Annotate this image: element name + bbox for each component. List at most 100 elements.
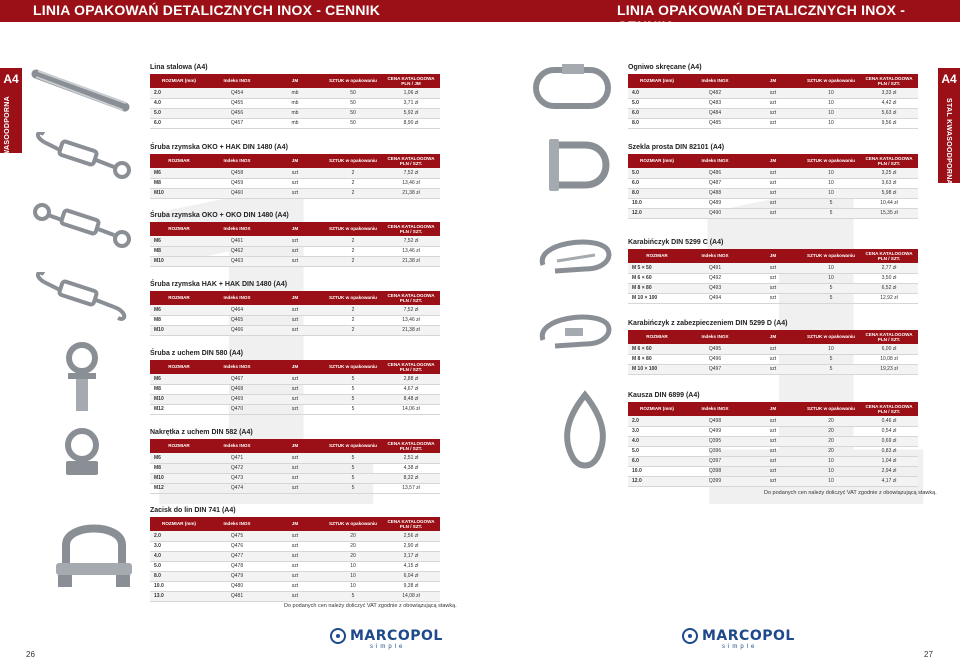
table-row: M8 Q465 szt 2 13,46 zł	[150, 315, 440, 326]
table-cell: Q468	[208, 384, 266, 395]
table-cell: szt	[266, 531, 324, 542]
column-header: SZTUK w opakowaniu	[324, 291, 382, 305]
column-header: ROZMIAR	[628, 330, 686, 344]
table-cell: 3,63 zł	[860, 178, 918, 189]
table-cell: 7,52 zł	[382, 236, 440, 247]
product-section: Śruba rzymska OKO + HAK DIN 1480 (A4) ROZ…	[150, 142, 440, 199]
table-cell: 20	[324, 551, 382, 562]
table-cell: 13,57 zł	[382, 483, 440, 494]
column-header: Indeks INOX	[208, 74, 266, 88]
table-cell: szt	[744, 98, 802, 109]
table-cell: Q471	[208, 453, 266, 464]
table-cell: 5	[324, 394, 382, 405]
table-cell: Q481	[208, 591, 266, 602]
table-cell: Q462	[208, 246, 266, 257]
price-table: ROZMIAR Indeks INOX JM SZTUK w opakowaniu CE…	[150, 154, 440, 199]
price-table: ROZMIAR Indeks INOX JM SZTUK w opakowaniu CE…	[150, 439, 440, 494]
table-cell: szt	[744, 456, 802, 467]
column-header: CENA KATALOGOWA PLN / JM	[382, 74, 440, 88]
table-cell: Q482	[686, 88, 744, 99]
table-cell: 50	[324, 118, 382, 129]
table-cell: szt	[744, 108, 802, 119]
table-row: 2.0 Q454 mb 50 1,06 zł	[150, 88, 440, 99]
table-cell: szt	[266, 325, 324, 336]
table-cell: szt	[266, 581, 324, 592]
table-cell: 0,46 zł	[860, 416, 918, 427]
table-cell: Q474	[208, 483, 266, 494]
table-cell: Q463	[208, 256, 266, 267]
table-row: 4.0 Q455 mb 50 3,71 zł	[150, 98, 440, 109]
table-cell: 8,48 zł	[382, 394, 440, 405]
table-cell: Q492	[686, 273, 744, 284]
table-cell: Q456	[208, 108, 266, 119]
table-cell: szt	[744, 88, 802, 99]
table-cell: Q487	[686, 178, 744, 189]
table-cell: 3,71 zł	[382, 98, 440, 109]
table-cell: 5,92 zł	[382, 108, 440, 119]
table-cell: M6	[150, 305, 208, 316]
table-cell: szt	[266, 561, 324, 572]
table-cell: szt	[744, 293, 802, 304]
table-cell: M6	[150, 168, 208, 179]
table-cell: 10	[802, 118, 860, 129]
snap-hook-image	[539, 239, 612, 274]
table-cell: 50	[324, 88, 382, 99]
table-cell: Q477	[208, 551, 266, 562]
price-table: ROZMIAR (mm) Indeks INOX JM SZTUK w opakowa…	[628, 154, 918, 219]
vat-note-right: Do podanych cen należy doliczyć VAT zgod…	[764, 490, 937, 496]
table-cell: Q485	[686, 118, 744, 129]
table-cell: 4,15 zł	[382, 561, 440, 572]
table-cell: 6,00 zł	[860, 344, 918, 355]
table-cell: 21,38 zł	[382, 188, 440, 199]
table-cell: 10	[802, 263, 860, 274]
price-table: ROZMIAR Indeks INOX JM SZTUK w opakowaniu CE…	[150, 222, 440, 267]
table-cell: 2	[324, 315, 382, 326]
table-row: M6 Q464 szt 2 7,52 zł	[150, 305, 440, 316]
table-cell: 5	[802, 208, 860, 219]
column-header: Indeks INOX	[208, 439, 266, 453]
table-cell: 2.0	[150, 531, 208, 542]
table-cell: 10	[802, 476, 860, 487]
table-row: 5.0 Q396 szt 20 0,83 zł	[628, 446, 918, 457]
table-row: M 5 × 50 Q491 szt 10 2,77 zł	[628, 263, 918, 274]
product-section: Ogniwo skręcane (A4) ROZMIAR (mm) Indeks I…	[628, 62, 918, 129]
table-cell: M 6 × 60	[628, 344, 686, 355]
eye-nut-image	[65, 428, 99, 475]
table-cell: Q499	[686, 426, 744, 437]
column-header: SZTUK w opakowaniu	[324, 517, 382, 531]
table-cell: 20	[324, 531, 382, 542]
table-cell: Q396	[686, 446, 744, 457]
product-section: Szekla prosta DIN 82101 (A4) ROZMIAR (mm)…	[628, 142, 918, 219]
brand-name: MARCOPOL	[702, 628, 795, 644]
product-section: Śruba z uchem DIN 580 (A4) ROZMIAR Indeks …	[150, 348, 440, 415]
section-title: Śruba z uchem DIN 580 (A4)	[150, 350, 243, 357]
table-cell: 10	[802, 108, 860, 119]
column-header: ROZMIAR	[628, 249, 686, 263]
column-header: SZTUK w opakowaniu	[802, 154, 860, 168]
table-cell: 7,52 zł	[382, 168, 440, 179]
quick-link-image	[533, 64, 611, 109]
table-row: 12.0 Q399 szt 10 4,17 zł	[628, 476, 918, 487]
table-cell: 10.0	[150, 581, 208, 592]
column-header: ROZMIAR	[150, 222, 208, 236]
table-row: M6 Q461 szt 2 7,52 zł	[150, 236, 440, 247]
table-cell: M8	[150, 315, 208, 326]
turnbuckle-eye-hook-image	[36, 132, 131, 179]
table-cell: 2,88 zł	[382, 374, 440, 385]
column-header: JM	[266, 439, 324, 453]
table-row: M 6 × 60 Q495 szt 10 6,00 zł	[628, 344, 918, 355]
table-cell: Q498	[686, 416, 744, 427]
table-row: 5.0 Q483 szt 10 4,42 zł	[628, 98, 918, 109]
table-cell: 4.0	[628, 436, 686, 447]
brand-logo-left: MARCOPOL simple	[330, 628, 443, 650]
table-cell: 3,33 zł	[860, 88, 918, 99]
section-title: Karabińczyk DIN 5299 C (A4)	[628, 239, 724, 246]
table-cell: 6.0	[628, 108, 686, 119]
table-cell: 5	[802, 364, 860, 375]
table-cell: Q475	[208, 531, 266, 542]
table-cell: M8	[150, 246, 208, 257]
table-row: M8 Q468 szt 5 4,67 zł	[150, 384, 440, 395]
table-cell: Q458	[208, 168, 266, 179]
price-table: ROZMIAR Indeks INOX JM SZTUK w opakowaniu CE…	[150, 291, 440, 336]
table-cell: 6.0	[628, 178, 686, 189]
